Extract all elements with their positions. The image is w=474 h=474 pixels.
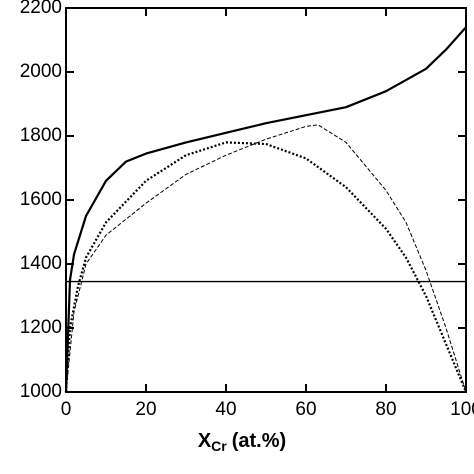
y-tick-label: 2000 (20, 61, 62, 82)
x-tick-label: 0 (61, 399, 72, 420)
x-tick-label: 20 (135, 399, 156, 420)
series-line (65, 124, 467, 393)
y-tick-label: 1600 (20, 189, 62, 210)
x-axis-label: XCr (at.%) (198, 430, 286, 453)
y-tick-label: 1400 (20, 253, 62, 274)
x-tick-label: 40 (215, 399, 236, 420)
x-label-sub: Cr (211, 438, 227, 454)
y-tick-label: 1800 (20, 125, 62, 146)
y-tick-label: 1000 (20, 381, 62, 402)
x-label-rest: (at.%) (232, 430, 286, 452)
series-line (64, 26, 467, 393)
x-tick-label: 80 (375, 399, 396, 420)
y-tick-label: 1200 (20, 317, 62, 338)
plot-frame (65, 7, 467, 393)
series-line (64, 141, 468, 393)
x-label-main: X (198, 430, 212, 452)
y-tick-label: 2200 (20, 0, 62, 18)
x-tick-label: 60 (295, 399, 316, 420)
x-tick-label: 100 (450, 399, 474, 420)
